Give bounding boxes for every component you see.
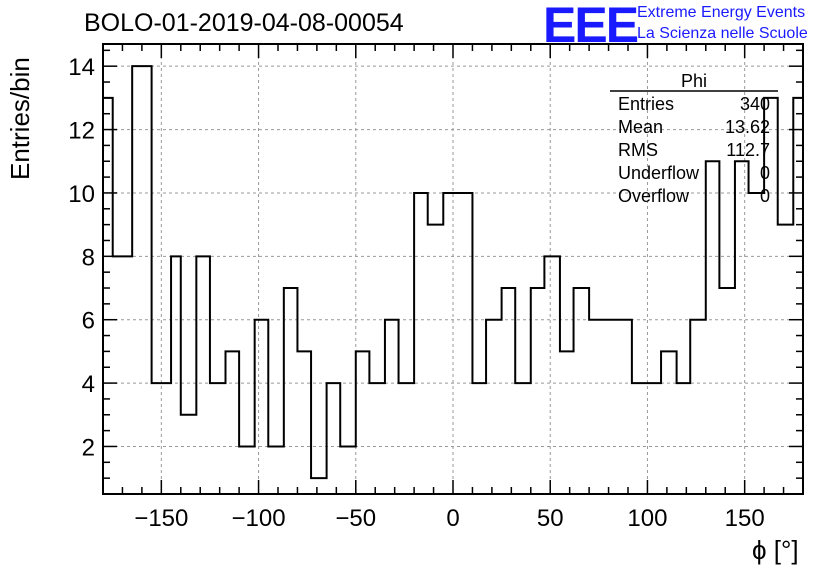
histogram-bin bbox=[226, 351, 240, 494]
histogram-bin bbox=[778, 225, 794, 494]
histogram-bin bbox=[181, 415, 197, 494]
grid-lines bbox=[103, 44, 803, 494]
stats-value: 0 bbox=[760, 186, 770, 206]
histogram-bin bbox=[210, 383, 226, 494]
stats-label: Overflow bbox=[618, 186, 690, 206]
x-tick-label: 50 bbox=[537, 505, 564, 532]
stats-label: Mean bbox=[618, 117, 663, 137]
histogram-bin bbox=[719, 288, 735, 494]
histogram-bin bbox=[472, 383, 486, 494]
stats-value: 13.62 bbox=[725, 117, 770, 137]
stats-value: 0 bbox=[760, 163, 770, 183]
histogram-bin bbox=[531, 288, 545, 494]
x-tick-label: 0 bbox=[446, 505, 459, 532]
histogram-bin bbox=[661, 351, 677, 494]
histogram-bin bbox=[515, 383, 531, 494]
histogram-bin bbox=[171, 256, 181, 494]
x-tick-label: −100 bbox=[232, 505, 286, 532]
x-tick-label: −150 bbox=[134, 505, 188, 532]
stats-value: 340 bbox=[740, 94, 770, 114]
histogram-bin bbox=[632, 383, 661, 494]
eee-logo-line2: La Scienza nelle Scuole bbox=[637, 25, 808, 42]
stats-box: Phi Entries 340 Mean 13.62 RMS 112.7 Underflow 0… bbox=[610, 71, 778, 206]
histogram-bin bbox=[560, 351, 574, 494]
histogram-bin bbox=[196, 256, 210, 494]
histogram-bin bbox=[255, 320, 269, 494]
histogram-bin bbox=[443, 193, 472, 494]
histogram-bin bbox=[544, 256, 560, 494]
x-tick-label: −50 bbox=[335, 505, 376, 532]
histogram-bin bbox=[132, 66, 151, 494]
histogram-bin bbox=[399, 383, 415, 494]
y-tick-label: 4 bbox=[82, 371, 95, 398]
histogram-bin bbox=[356, 351, 370, 494]
histogram-bin bbox=[340, 446, 356, 494]
histogram-outline bbox=[102, 65, 804, 494]
y-tick-label: 14 bbox=[68, 54, 95, 81]
histogram-bin bbox=[103, 98, 113, 494]
histogram-bin bbox=[297, 351, 311, 494]
stats-title: Phi bbox=[681, 71, 707, 91]
axis-ticks: −150 −100 −50 0 50 100 150 2 4 6 8 10 12 14 bbox=[68, 44, 804, 532]
y-tick-label: 8 bbox=[82, 244, 95, 271]
histogram-bin bbox=[502, 288, 516, 494]
histogram-bin bbox=[311, 478, 327, 494]
stats-label: RMS bbox=[618, 140, 658, 160]
y-tick-label: 12 bbox=[68, 118, 95, 145]
histogram-bin bbox=[113, 256, 132, 494]
chart-title: BOLO-01-2019-04-08-00054 bbox=[84, 9, 404, 37]
x-tick-label: 100 bbox=[627, 505, 667, 532]
y-tick-label: 6 bbox=[82, 308, 95, 335]
histogram-bin bbox=[793, 98, 803, 494]
histogram-bin bbox=[574, 288, 590, 494]
stats-label: Underflow bbox=[618, 163, 700, 183]
x-tick-label: 150 bbox=[725, 505, 765, 532]
histogram-bin bbox=[735, 161, 749, 494]
histogram-bin bbox=[428, 225, 444, 494]
histogram-bars bbox=[102, 65, 804, 494]
histogram-bin bbox=[749, 193, 765, 494]
histogram-bin bbox=[385, 320, 399, 494]
histogram-bin bbox=[486, 320, 502, 494]
histogram-bin bbox=[690, 320, 706, 494]
histogram-bin bbox=[414, 193, 428, 494]
stats-label: Entries bbox=[618, 94, 674, 114]
histogram-bin bbox=[369, 383, 385, 494]
histogram-bin bbox=[589, 320, 603, 494]
y-tick-label: 10 bbox=[68, 181, 95, 208]
histogram-bin bbox=[603, 320, 632, 494]
histogram-bin bbox=[677, 383, 691, 494]
histogram-bin bbox=[239, 446, 255, 494]
histogram-bin bbox=[327, 383, 341, 494]
stats-value: 112.7 bbox=[726, 140, 770, 160]
histogram-bin bbox=[706, 161, 720, 494]
y-tick-label: 2 bbox=[82, 434, 95, 461]
histogram-bin bbox=[268, 446, 284, 494]
histogram-bin bbox=[284, 288, 298, 494]
eee-logo-line1: Extreme Energy Events bbox=[637, 4, 806, 21]
x-axis-label: ϕ [°] bbox=[752, 535, 799, 565]
